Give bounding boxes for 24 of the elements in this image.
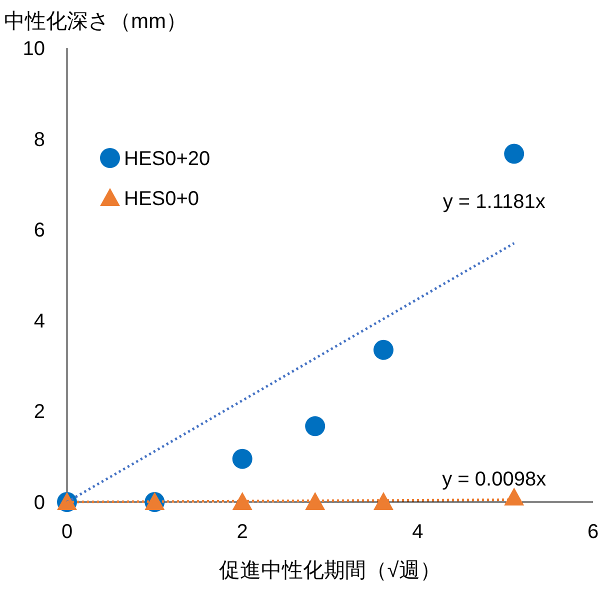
point (504, 144, 524, 164)
x-axis-title: 促進中性化期間（√週） (219, 559, 441, 582)
y-tick-label: 0 (34, 492, 45, 514)
x-tick-label: 6 (587, 521, 599, 543)
y-tick-label: 8 (34, 128, 45, 151)
point (373, 492, 394, 510)
x-tick-label: 2 (236, 521, 248, 543)
annotation: y = 1.1181x (442, 191, 546, 214)
x-tick-label: 0 (61, 521, 73, 543)
y-tick-label: 4 (34, 310, 45, 332)
point (373, 340, 394, 360)
legend-label: HES0+0 (124, 188, 200, 210)
point (305, 416, 326, 436)
y-tick-label: 6 (34, 220, 45, 242)
annotation: y = 0.0098x (442, 468, 546, 491)
point (232, 492, 252, 510)
y-tick-label: 2 (34, 401, 45, 424)
y-axis-title: 中性化深さ（mm） (4, 10, 187, 33)
point (232, 448, 252, 469)
x-tick-label: 4 (412, 521, 424, 543)
legend-label: HES0+20 (124, 148, 210, 170)
point (504, 487, 524, 506)
point (305, 492, 326, 510)
y-tick-label: 10 (22, 38, 45, 60)
